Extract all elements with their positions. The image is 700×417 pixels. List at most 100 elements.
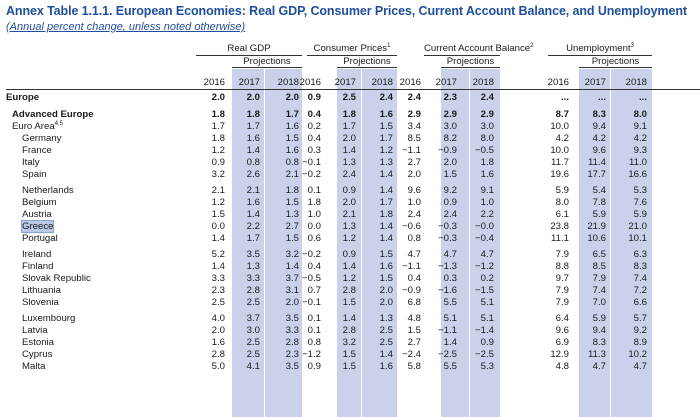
table-cell: 11.3 bbox=[588, 349, 606, 360]
table-cell: 6.4 bbox=[555, 313, 569, 324]
table-cell: 0.4 bbox=[307, 133, 321, 144]
table-cell: 1.2 bbox=[211, 197, 225, 208]
table-cell: 2.0 bbox=[285, 297, 299, 308]
table-cell: 4.0 bbox=[211, 313, 225, 324]
row-label: Europe bbox=[6, 92, 39, 104]
projection-column-shade bbox=[337, 69, 361, 417]
column-group-label: Unemployment bbox=[566, 43, 631, 54]
table-cell: 1.8 bbox=[307, 197, 321, 208]
table-cell: 7.9 bbox=[555, 285, 569, 296]
country-name: Advanced Europe bbox=[12, 109, 94, 120]
table-cell: 1.4 bbox=[379, 233, 393, 244]
table-cell: 2.0 bbox=[379, 285, 393, 296]
table-cell: 0.2 bbox=[307, 121, 321, 132]
table-cell: 2.8 bbox=[211, 349, 225, 360]
table-cell: −2.5 bbox=[438, 349, 457, 360]
table-cell: 5.3 bbox=[633, 185, 647, 196]
table-cell: 2.7 bbox=[407, 337, 421, 348]
table-cell: 3.0 bbox=[443, 121, 457, 132]
projections-rule bbox=[579, 67, 652, 68]
table-cell: 1.6 bbox=[285, 121, 299, 132]
table-cell: 3.5 bbox=[285, 361, 299, 372]
table-cell: 1.5 bbox=[379, 121, 393, 132]
table-cell: 1.7 bbox=[285, 109, 299, 120]
table-cell: 5.1 bbox=[443, 313, 457, 324]
table-cell: 8.8 bbox=[555, 261, 569, 272]
table-cell: 0.4 bbox=[307, 109, 321, 120]
table-cell: 3.3 bbox=[285, 325, 299, 336]
table-cell: 1.4 bbox=[379, 221, 393, 232]
table-cell: −1.6 bbox=[438, 285, 457, 296]
projection-column-shade bbox=[265, 69, 302, 417]
table-cell: 1.0 bbox=[480, 197, 494, 208]
table-cell: 1.6 bbox=[379, 109, 393, 120]
table-cell: 3.7 bbox=[285, 273, 299, 284]
table-cell: 0.9 bbox=[342, 249, 356, 260]
row-label: Austria bbox=[22, 209, 52, 221]
table-cell: 1.2 bbox=[379, 145, 393, 156]
footnote-marker: 1 bbox=[387, 43, 391, 49]
table-cell: 1.3 bbox=[285, 209, 299, 220]
table-cell: 10.0 bbox=[550, 145, 569, 156]
table-cell: 0.4 bbox=[307, 261, 321, 272]
year-header: 2017 bbox=[584, 77, 606, 88]
table-cell: 9.3 bbox=[633, 145, 647, 156]
table-cell: 1.4 bbox=[211, 233, 225, 244]
country-name: Finland bbox=[22, 261, 54, 272]
year-header: 2017 bbox=[238, 77, 260, 88]
table-cell: 4.7 bbox=[480, 249, 494, 260]
table-cell: 1.5 bbox=[379, 273, 393, 284]
table-cell: 0.8 bbox=[407, 233, 421, 244]
table-cell: −2.5 bbox=[475, 349, 494, 360]
row-label: Finland bbox=[22, 261, 53, 273]
table-cell: 1.2 bbox=[211, 145, 225, 156]
table-cell: 1.7 bbox=[379, 133, 393, 144]
table-cell: 0.1 bbox=[307, 313, 321, 324]
row-label: Advanced Europe bbox=[12, 109, 94, 121]
table-cell: 1.0 bbox=[407, 197, 421, 208]
table-cell: −0.0 bbox=[475, 221, 494, 232]
country-name: France bbox=[22, 145, 52, 156]
table-cell: 2.2 bbox=[246, 221, 260, 232]
table-cell: 3.1 bbox=[285, 285, 299, 296]
table-cell: 0.9 bbox=[211, 157, 225, 168]
table-cell: 9.4 bbox=[592, 121, 606, 132]
table-cell: −1.2 bbox=[475, 261, 494, 272]
table-cell: 1.5 bbox=[407, 325, 421, 336]
table-cell: 2.4 bbox=[480, 92, 494, 103]
table-cell: 0.8 bbox=[246, 157, 260, 168]
table-cell: 10.2 bbox=[628, 349, 647, 360]
column-group-header: Unemployment3 bbox=[548, 43, 652, 55]
table-cell: 4.2 bbox=[592, 133, 606, 144]
table-cell: 9.4 bbox=[592, 325, 606, 336]
table-cell: 6.6 bbox=[633, 297, 647, 308]
table-cell: 5.9 bbox=[633, 209, 647, 220]
table-cell: 5.1 bbox=[480, 297, 494, 308]
table-cell: 11.0 bbox=[629, 157, 647, 168]
table-cell: ... bbox=[598, 92, 606, 103]
table-cell: 4.8 bbox=[407, 313, 421, 324]
country-name: Europe bbox=[6, 92, 40, 103]
table-cell: −0.2 bbox=[302, 169, 321, 180]
table-cell: 5.1 bbox=[480, 313, 494, 324]
table-cell: 23.8 bbox=[550, 221, 569, 232]
table-cell: 0.9 bbox=[443, 197, 457, 208]
row-label: Portugal bbox=[22, 233, 58, 245]
table-cell: 1.4 bbox=[246, 145, 260, 156]
row-label: Euro Area4,5 bbox=[12, 121, 63, 133]
projection-column-shade bbox=[470, 69, 500, 417]
year-header: 2016 bbox=[203, 77, 225, 88]
table-cell: 2.6 bbox=[246, 169, 260, 180]
table-cell: 1.7 bbox=[342, 121, 356, 132]
table-cell: 2.7 bbox=[285, 221, 299, 232]
year-header: 2018 bbox=[472, 77, 494, 88]
table-cell: 2.0 bbox=[443, 157, 457, 168]
table-cell: −0.1 bbox=[302, 157, 321, 168]
table-cell: 1.5 bbox=[342, 349, 356, 360]
table-cell: 8.3 bbox=[633, 261, 647, 272]
table-cell: 3.0 bbox=[480, 121, 494, 132]
header-bottom-rule bbox=[6, 89, 700, 90]
country-name: Lithuania bbox=[22, 285, 61, 296]
table-cell: 1.4 bbox=[379, 169, 393, 180]
